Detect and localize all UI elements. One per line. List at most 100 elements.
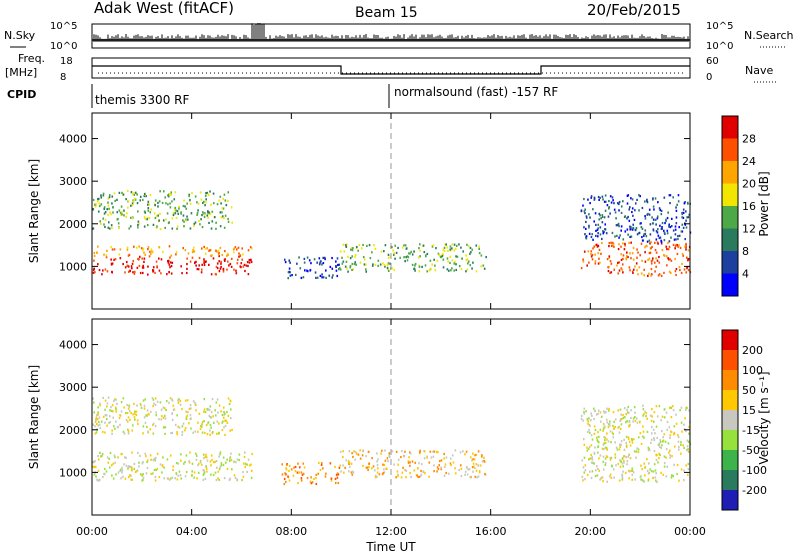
velocity-cell [129,418,131,422]
velocity-cell [652,470,655,473]
velocity-cell [216,466,218,469]
power-cell [597,227,600,230]
velocity-cell [602,423,605,426]
velocity-cell [419,449,421,452]
velocity-cell [686,448,688,452]
velocity-cell [137,422,139,426]
power-cell [663,229,665,232]
velocity-colorbar-cell-3 [722,430,738,450]
velocity-cell [95,431,98,434]
power-cell [658,207,661,210]
velocity-cell [627,411,630,415]
velocity-cell [144,421,147,424]
velocity-cell [475,453,477,456]
velocity-cell [94,432,97,435]
velocity-colorbar-label: Velocity [m s⁻¹] [757,371,771,464]
velocity-cell [590,476,593,480]
velocity-cell [193,471,196,474]
power-cell [590,250,593,253]
power-cell [208,263,210,266]
velocity-cell [625,455,627,459]
velocity-cell [185,416,188,419]
power-cell [446,246,448,249]
power-cell [227,199,229,203]
velocity-cell [189,403,192,407]
power-cell [442,253,445,256]
velocity-cell [194,403,197,406]
velocity-cell [205,453,207,456]
power-cell [612,199,614,202]
power-cell [600,252,602,255]
velocity-cell [422,470,425,473]
velocity-cell [154,456,157,459]
velocity-cell [348,462,350,465]
velocity-cell [623,459,625,463]
power-cell [657,242,659,245]
power-cell [414,262,417,266]
power-cell [687,216,690,219]
velocity-cell [219,451,222,454]
power-cell [644,215,646,218]
velocity-cell [205,424,208,427]
velocity-cell [179,474,182,477]
velocity-cell [627,405,630,409]
power-cell [613,202,615,205]
velocity-cell [99,402,101,405]
power-cell [661,227,663,230]
velocity-cell [194,401,196,405]
velocity-cell [613,476,616,479]
power-cell [162,219,165,222]
velocity-cell [599,478,601,481]
velocity-cell [151,397,154,400]
power-cell [663,271,665,274]
power-cell [648,208,651,211]
power-cell [678,244,680,247]
velocity-cell [191,462,194,465]
power-cell [217,253,220,256]
velocity-cell [629,444,632,447]
power-cell [172,213,175,217]
power-cell [152,251,154,254]
power-cell [351,268,353,272]
velocity-cell [171,476,174,479]
power-cell [618,269,621,272]
power-cell [632,258,635,261]
velocity-cell [661,415,664,418]
velocity-cell [334,465,336,468]
velocity-cell [141,473,143,477]
power-cell [119,211,122,215]
power-cell [636,233,639,236]
power-cell [152,223,155,226]
power-cell [615,217,617,220]
velocity-cell [619,459,621,462]
velocity-cell [206,433,209,436]
velocity-cell [129,474,131,477]
power-cell [200,271,203,274]
velocity-cell [367,468,369,472]
power-cell [227,217,229,221]
power-cell [185,207,188,210]
velocity-cell [231,468,233,471]
velocity-cell [111,432,113,435]
velocity-cell [618,431,621,434]
power-cell [599,214,601,217]
power-cell [107,213,109,217]
velocity-cell [228,457,231,460]
power-cell [654,197,657,200]
velocity-cell [153,402,155,405]
velocity-cell [388,452,391,455]
power-cell [128,253,131,256]
power-cell [322,256,325,260]
power-cell [325,276,327,279]
power-cell [203,213,206,216]
velocity-cell [603,411,606,414]
velocity-cell [160,414,163,418]
power-cell [455,255,457,258]
velocity-cell [661,444,663,447]
power-xaxis [91,113,691,309]
power-cell [197,209,199,212]
velocity-cell [615,446,618,449]
power-cell [453,243,456,246]
power-cell [117,217,119,221]
nsky-tick-bottom: 10^0 [50,41,77,52]
